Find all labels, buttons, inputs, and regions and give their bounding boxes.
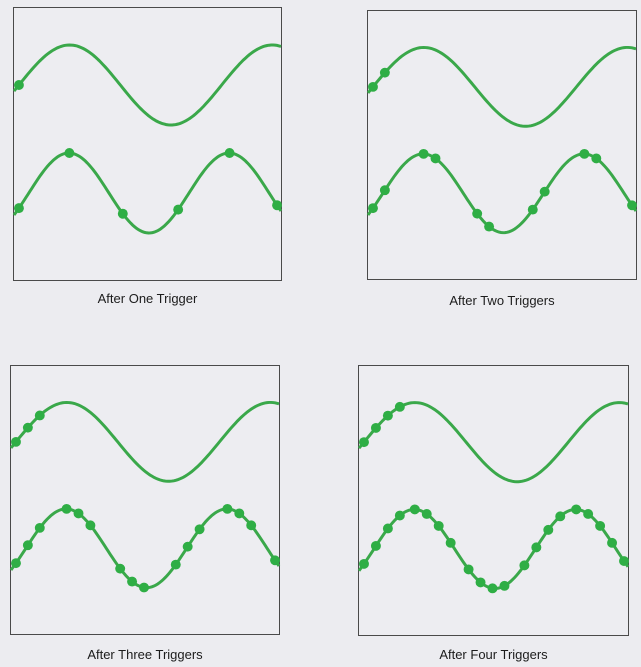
lower-sample-dot (394, 510, 405, 521)
lower-sampled-trace (357, 507, 630, 591)
caption-four-triggers: After Four Triggers (439, 647, 548, 662)
lower-sample-dot (595, 520, 606, 531)
lower-sample-dot (370, 540, 381, 551)
caption-two-triggers: After Two Triggers (449, 293, 555, 308)
lower-sampled-trace (9, 507, 281, 590)
panel-four-triggers (357, 365, 630, 636)
upper-sample-dot (394, 401, 405, 412)
lower-sample-dot (115, 563, 126, 574)
lower-sampled-trace (12, 151, 283, 235)
caption-three-triggers: After Three Triggers (87, 647, 203, 662)
lower-sample-dot (579, 148, 590, 159)
upper-sample-dot (14, 80, 24, 90)
lower-sample-dot (117, 208, 128, 219)
upper-waveform-trace (12, 43, 282, 127)
lower-sample-dot (34, 522, 45, 533)
lower-sample-dot (222, 503, 233, 514)
lower-sample-dot (11, 558, 21, 569)
upper-sample-dot (11, 436, 21, 447)
upper-sample-dot (370, 422, 381, 433)
lower-sample-dot (73, 508, 84, 519)
lower-sample-dot (539, 186, 550, 197)
lower-sampled-trace (366, 152, 638, 235)
panel-three-triggers (9, 365, 281, 635)
lower-sample-dot (463, 564, 474, 575)
lower-sample-dot (359, 558, 369, 569)
lower-sample-dot (591, 153, 602, 164)
upper-sample-dot (368, 81, 378, 92)
lower-sample-dot (484, 221, 495, 232)
lower-sample-dot (555, 511, 566, 522)
upper-sample-dot (359, 437, 369, 448)
lower-sample-dot (543, 524, 554, 535)
lower-sample-dot (379, 185, 390, 196)
lower-sample-dot (22, 540, 33, 551)
lower-sample-dot (487, 583, 498, 594)
lower-sample-dot (475, 577, 486, 588)
panel-one-trigger (12, 7, 283, 281)
lower-sample-dot (173, 204, 184, 215)
lower-sample-dot (583, 509, 594, 519)
upper-waveform-trace (9, 400, 280, 483)
lower-sample-dot (607, 537, 618, 548)
upper-sample-dot (382, 410, 393, 421)
lower-sample-dot (85, 520, 96, 531)
lower-sample-dot (170, 559, 181, 570)
lower-sample-dot (418, 148, 429, 159)
lower-sample-dot (627, 200, 637, 211)
lower-sample-dot (64, 148, 75, 158)
lower-sample-dot (527, 204, 538, 215)
lower-sample-dot (619, 556, 629, 566)
lower-sample-dot (421, 509, 432, 519)
lower-sample-dot (433, 520, 444, 531)
lower-sample-dot (14, 203, 24, 214)
lower-sample-dot (127, 576, 138, 587)
lower-sample-dot (531, 542, 542, 553)
waveform-plot (12, 43, 283, 235)
upper-sample-dot (379, 67, 390, 78)
lower-sample-dot (571, 504, 582, 515)
lower-sample-dot (499, 580, 510, 591)
lower-sample-dot (194, 524, 205, 535)
upper-waveform-trace (357, 401, 629, 484)
lower-sample-dot (272, 200, 282, 211)
lower-sample-dot (382, 523, 393, 534)
lower-sample-dot (409, 504, 420, 515)
caption-one-trigger: After One Trigger (97, 291, 198, 306)
lower-sample-dot (270, 555, 280, 566)
panel-two-triggers (366, 10, 638, 280)
upper-sample-dot (34, 410, 45, 421)
lower-sample-dot (224, 148, 235, 158)
upper-sample-dot (22, 422, 33, 433)
lower-sample-dot (445, 537, 456, 548)
lower-sample-dot (139, 582, 149, 593)
lower-sample-dot (519, 560, 530, 571)
lower-sample-dot (246, 520, 257, 531)
upper-waveform-trace (366, 45, 637, 128)
waveform-plot (366, 45, 638, 235)
lower-sample-dot (472, 208, 483, 219)
waveform-plot (9, 400, 281, 593)
lower-sample-dot (430, 153, 441, 164)
waveform-plot (357, 401, 630, 594)
lower-sample-dot (368, 203, 378, 214)
lower-sample-dot (234, 508, 245, 519)
lower-sample-dot (61, 503, 72, 514)
lower-sample-dot (182, 541, 193, 552)
